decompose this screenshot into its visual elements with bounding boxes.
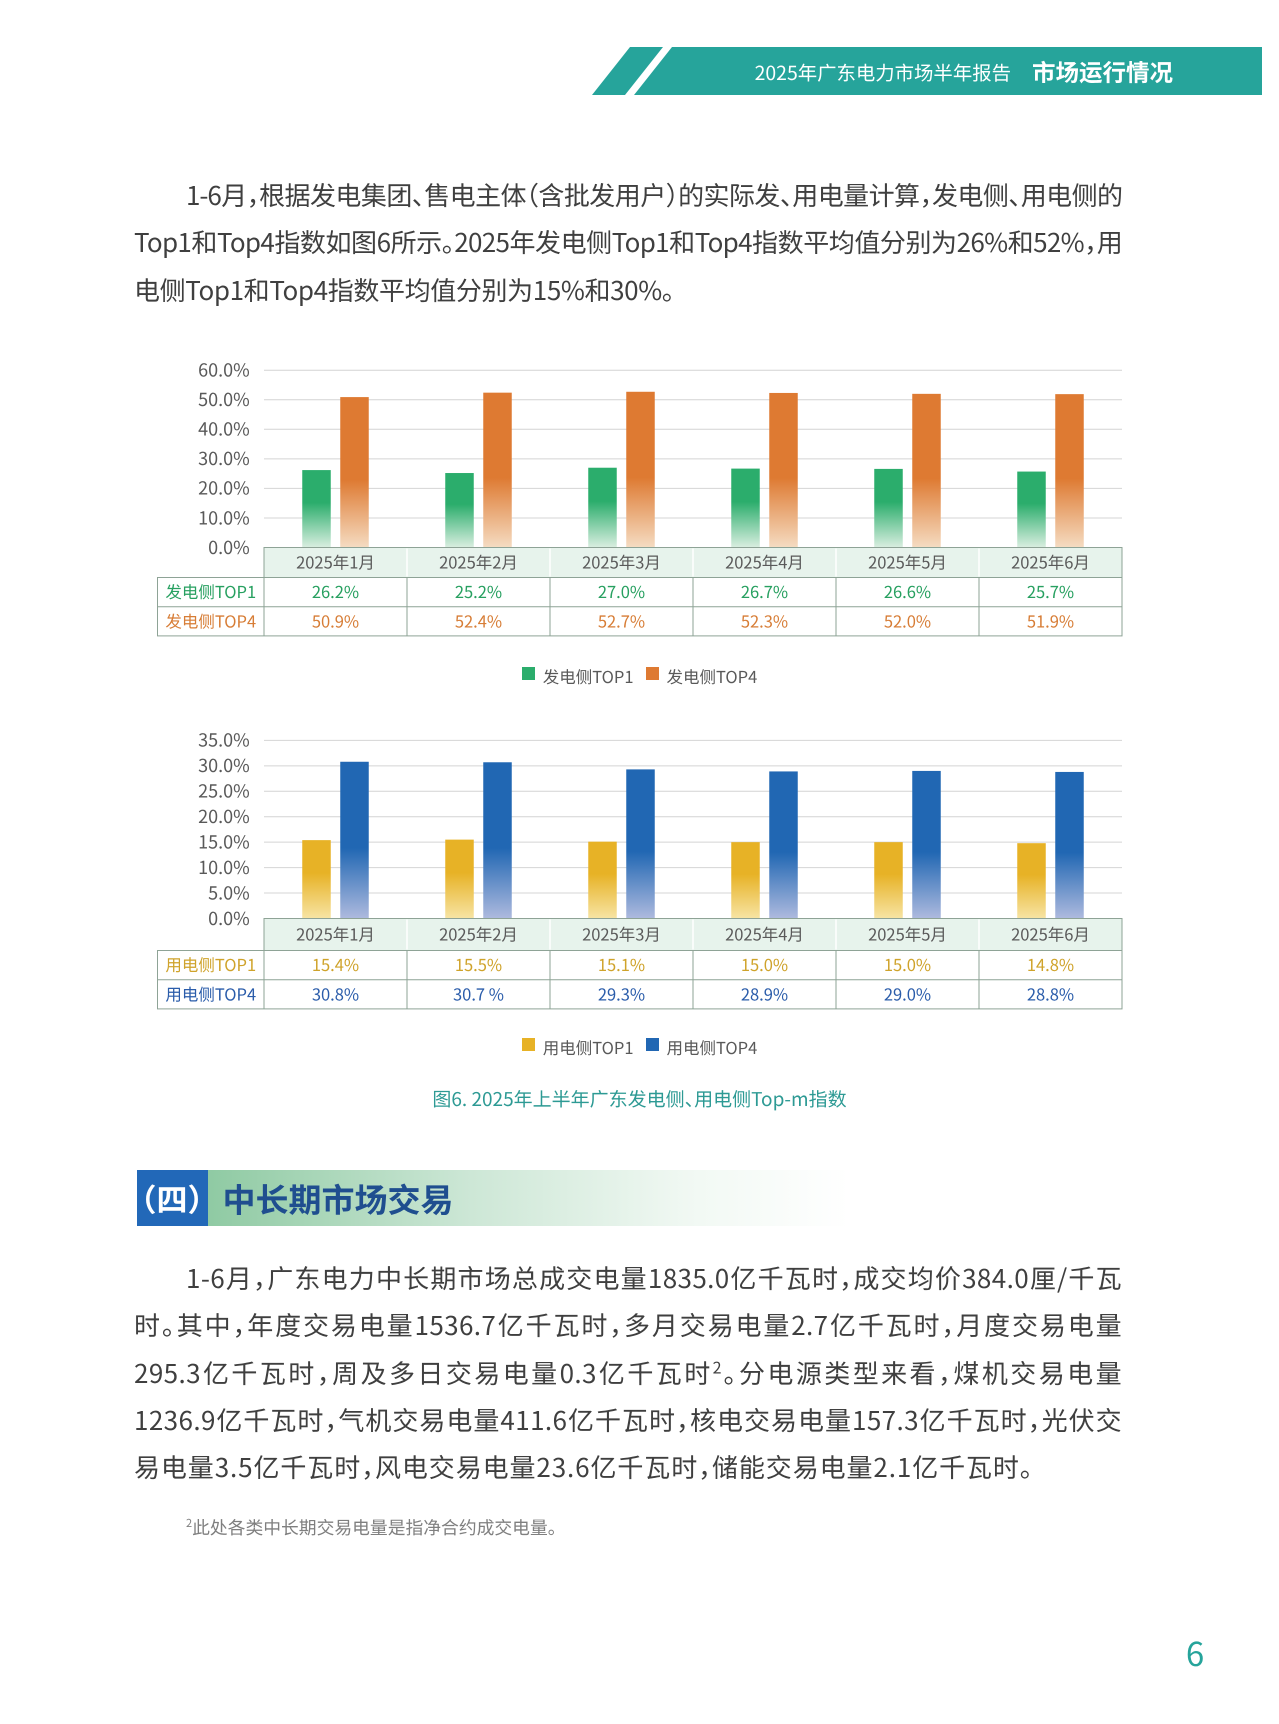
- svg-text:52.3%: 52.3%: [741, 608, 788, 632]
- svg-text:20.0%: 20.0%: [198, 475, 250, 501]
- svg-text:50.0%: 50.0%: [198, 386, 250, 412]
- svg-text:2025年5月: 2025年5月: [868, 550, 947, 574]
- svg-text:20.0%: 20.0%: [198, 803, 250, 829]
- svg-text:25.7%: 25.7%: [1027, 579, 1074, 603]
- svg-text:52.4%: 52.4%: [455, 608, 502, 632]
- svg-text:15.5%: 15.5%: [455, 952, 502, 976]
- svg-text:28.9%: 28.9%: [741, 981, 788, 1005]
- svg-text:2025年2月: 2025年2月: [439, 550, 518, 574]
- svg-text:30.7 %: 30.7 %: [453, 981, 504, 1005]
- svg-text:0.0%: 0.0%: [208, 905, 250, 931]
- svg-text:15.0%: 15.0%: [884, 952, 931, 976]
- svg-text:26.7%: 26.7%: [741, 579, 788, 603]
- svg-text:15.0%: 15.0%: [741, 952, 788, 976]
- svg-text:2025年1月: 2025年1月: [296, 922, 375, 946]
- svg-text:50.9%: 50.9%: [312, 608, 359, 632]
- svg-text:0.0%: 0.0%: [208, 534, 250, 560]
- svg-text:25.2%: 25.2%: [455, 579, 502, 603]
- svg-text:40.0%: 40.0%: [198, 416, 250, 442]
- svg-text:用电侧TOP4: 用电侧TOP4: [165, 981, 256, 1005]
- svg-text:26.6%: 26.6%: [884, 579, 931, 603]
- svg-text:27.0%: 27.0%: [598, 579, 645, 603]
- svg-text:5.0%: 5.0%: [208, 879, 250, 905]
- svg-text:60.0%: 60.0%: [198, 357, 250, 383]
- svg-text:30.8%: 30.8%: [312, 981, 359, 1005]
- svg-text:15.4%: 15.4%: [312, 952, 359, 976]
- svg-text:2025年4月: 2025年4月: [725, 550, 804, 574]
- svg-text:2025年3月: 2025年3月: [582, 550, 661, 574]
- svg-text:2025年2月: 2025年2月: [439, 922, 518, 946]
- svg-text:51.9%: 51.9%: [1027, 608, 1074, 632]
- svg-text:28.8%: 28.8%: [1027, 981, 1074, 1005]
- svg-text:29.3%: 29.3%: [598, 981, 645, 1005]
- svg-text:26.2%: 26.2%: [312, 579, 359, 603]
- svg-text:15.1%: 15.1%: [598, 952, 645, 976]
- svg-text:2025年4月: 2025年4月: [725, 922, 804, 946]
- svg-text:发电侧TOP1: 发电侧TOP1: [165, 579, 256, 603]
- svg-text:14.8%: 14.8%: [1027, 952, 1074, 976]
- svg-text:15.0%: 15.0%: [198, 828, 250, 854]
- svg-text:10.0%: 10.0%: [198, 854, 250, 880]
- svg-text:35.0%: 35.0%: [198, 727, 250, 753]
- svg-text:2025年6月: 2025年6月: [1011, 550, 1090, 574]
- svg-text:52.7%: 52.7%: [598, 608, 645, 632]
- svg-text:用电侧TOP1: 用电侧TOP1: [165, 952, 256, 976]
- svg-text:2025年3月: 2025年3月: [582, 922, 661, 946]
- svg-text:2025年1月: 2025年1月: [296, 550, 375, 574]
- svg-text:52.0%: 52.0%: [884, 608, 931, 632]
- svg-text:10.0%: 10.0%: [198, 504, 250, 530]
- svg-text:30.0%: 30.0%: [198, 445, 250, 471]
- svg-text:30.0%: 30.0%: [198, 752, 250, 778]
- svg-text:29.0%: 29.0%: [884, 981, 931, 1005]
- svg-text:发电侧TOP4: 发电侧TOP4: [165, 608, 256, 632]
- svg-text:2025年5月: 2025年5月: [868, 922, 947, 946]
- svg-text:25.0%: 25.0%: [198, 778, 250, 804]
- svg-text:2025年6月: 2025年6月: [1011, 922, 1090, 946]
